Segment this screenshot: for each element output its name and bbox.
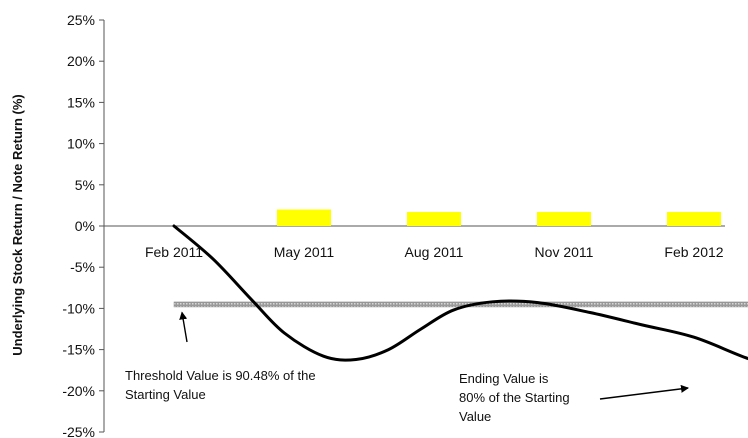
bar [277, 209, 331, 226]
y-tick-label: -10% [62, 300, 95, 316]
threshold-arrow [179, 311, 188, 343]
bar [537, 211, 591, 226]
x-axis-labels: Feb 2011 May 2011 Aug 2011 Nov 2011 Feb 2012 [145, 244, 724, 260]
y-tick-label: -5% [70, 259, 95, 275]
y-tick-label: -25% [62, 424, 95, 438]
y-axis-ticks: 25% 20% 15% 10% 5% 0% -5% -10% -15% -20% -25% [62, 12, 104, 438]
x-tick-label: Feb 2011 [145, 244, 203, 260]
threshold-annotation: Threshold Value is 90.48% of the Starting… [125, 368, 316, 402]
y-tick-label: 25% [67, 12, 95, 28]
x-tick-label: May 2011 [274, 244, 335, 260]
x-tick-label: Feb 2012 [664, 244, 723, 260]
y-axis-label: Underlying Stock Return / Note Return (%… [10, 94, 25, 355]
line-series [172, 224, 748, 362]
x-tick-label: Aug 2011 [405, 244, 464, 260]
bar-series [277, 209, 721, 226]
y-tick-label: -15% [62, 342, 95, 358]
stock-return-line [172, 224, 748, 362]
ending-value-annotation: Ending Value is 80% of the Starting Value [459, 371, 570, 424]
y-tick-label: 0% [75, 218, 95, 234]
ending-value-arrow [599, 384, 689, 400]
annotations: Threshold Value is 90.48% of the Starting… [125, 311, 689, 424]
y-tick-label: 15% [67, 94, 95, 110]
y-tick-label: -20% [62, 383, 95, 399]
bar [407, 211, 461, 226]
bar [667, 211, 721, 226]
x-tick-label: Nov 2011 [535, 244, 594, 260]
y-tick-label: 20% [67, 53, 95, 69]
y-tick-label: 5% [75, 177, 95, 193]
y-tick-label: 10% [67, 136, 95, 152]
